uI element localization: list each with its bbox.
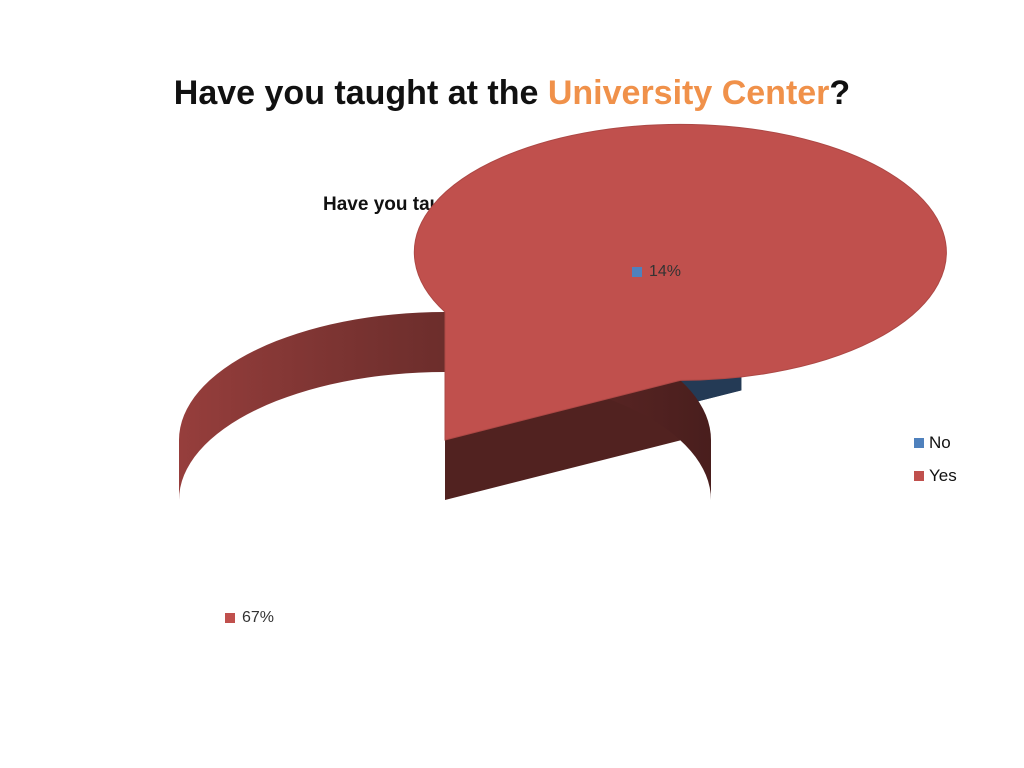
data-label-no: 14% [632,263,681,281]
data-label-text: 14% [649,263,682,280]
slide-title-prefix: Have you taught at the [173,74,548,112]
data-label-yes: 67% [225,609,274,627]
legend-swatch [914,470,924,481]
data-label-swatch [225,613,235,623]
slide-title-suffix: ? [829,74,851,112]
data-label-swatch [632,267,642,277]
data-label-text: 67% [242,609,275,626]
slide-title: Have you taught at the University Center… [0,74,1024,113]
legend-label: No [929,432,951,452]
slide-title-highlight: University Center [547,74,830,112]
legend-item-yes: Yes [914,459,957,492]
legend-item-no: No [914,426,957,459]
legend-swatch [914,437,924,448]
pie-slice-side-1-0 [445,380,681,500]
legend-label: Yes [929,465,957,485]
pie-slice-yes [413,123,947,441]
legend: No Yes [914,426,957,492]
